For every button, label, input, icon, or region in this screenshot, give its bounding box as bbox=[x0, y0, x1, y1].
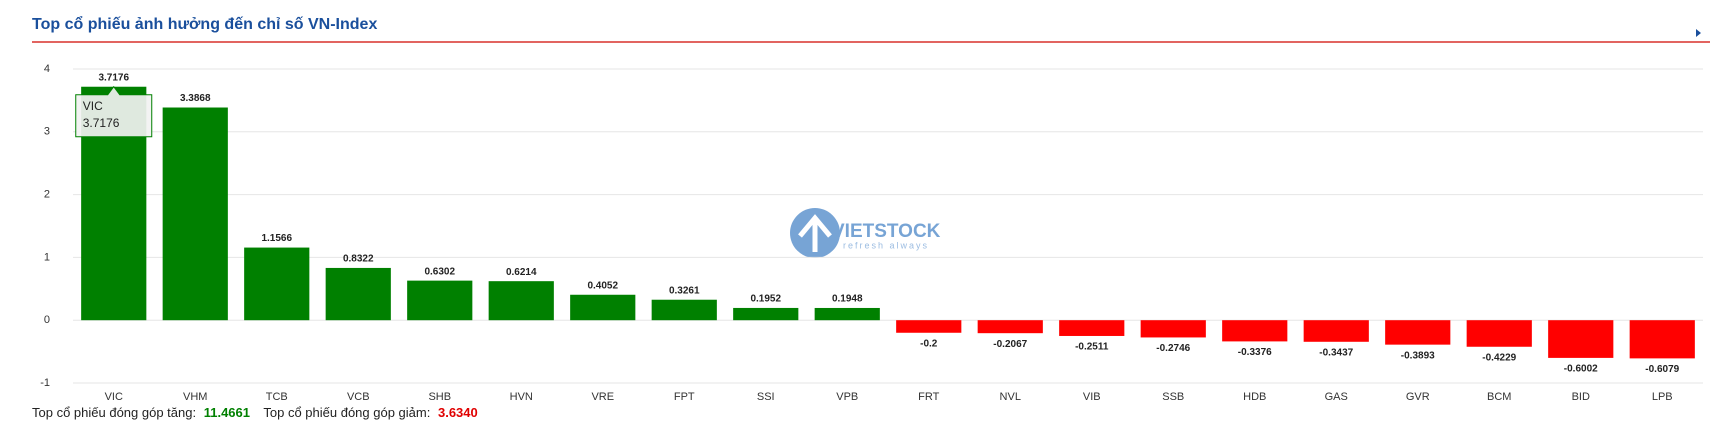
summary-down-label: Top cổ phiếu đóng góp giảm: bbox=[263, 405, 430, 420]
summary-up-value: 11.4661 bbox=[204, 405, 250, 420]
bar bbox=[1466, 320, 1532, 347]
watermark-brand: VIETSTOCK bbox=[832, 221, 941, 242]
y-tick-label: 1 bbox=[44, 251, 50, 263]
bar bbox=[1222, 320, 1288, 342]
x-tick-label: BCM bbox=[1487, 391, 1511, 403]
tooltip-box bbox=[75, 85, 153, 138]
tooltip: VIC 3.7176 bbox=[75, 85, 153, 138]
y-tick-label: 3 bbox=[44, 126, 50, 138]
bar bbox=[1303, 320, 1369, 342]
expand-arrow[interactable] bbox=[1696, 29, 1701, 37]
value-label: -0.2 bbox=[920, 338, 938, 349]
bar bbox=[1548, 320, 1614, 358]
value-label: 0.6214 bbox=[506, 267, 537, 278]
value-label: 0.8322 bbox=[343, 254, 374, 265]
x-tick-label: GAS bbox=[1325, 391, 1348, 403]
value-label: -0.2746 bbox=[1156, 343, 1190, 354]
plot: -1 0 1 2 3 4 VIC 3.7176 VHM 3.3868 TCB 1.1566 VCB 0.8… bbox=[40, 63, 1703, 403]
summary-down-value: 3.6340 bbox=[438, 405, 478, 420]
x-tick-label: BID bbox=[1572, 391, 1590, 403]
x-tick-label: VPB bbox=[836, 391, 858, 403]
bar bbox=[814, 307, 880, 321]
value-label: 0.1952 bbox=[750, 294, 781, 305]
bar bbox=[162, 107, 228, 321]
y-tick-label: 0 bbox=[44, 314, 50, 326]
bar bbox=[407, 280, 473, 321]
value-label: 0.6302 bbox=[424, 266, 455, 277]
x-tick-label: SSI bbox=[757, 391, 775, 403]
bar bbox=[1059, 320, 1125, 336]
bar bbox=[1385, 320, 1451, 345]
x-tick-label: SSB bbox=[1162, 391, 1184, 403]
bar bbox=[977, 320, 1043, 334]
bar bbox=[1629, 320, 1695, 359]
summary-up-label: Top cổ phiếu đóng góp tăng: bbox=[32, 405, 196, 420]
y-tick-label: 4 bbox=[44, 63, 50, 75]
x-tick-label: FRT bbox=[918, 391, 939, 403]
x-tick-label: VHM bbox=[183, 391, 207, 403]
x-tick-label: NVL bbox=[1000, 391, 1021, 403]
value-label: -0.3437 bbox=[1319, 347, 1353, 358]
x-tick-label: TCB bbox=[266, 391, 288, 403]
value-label: 1.1566 bbox=[261, 233, 292, 244]
value-label: 3.7176 bbox=[98, 72, 129, 83]
bar bbox=[488, 281, 554, 321]
x-tick-label: VCB bbox=[347, 391, 370, 403]
x-tick-label: VRE bbox=[591, 391, 614, 403]
value-label: -0.3893 bbox=[1401, 350, 1435, 361]
value-label: 3.3868 bbox=[180, 93, 211, 104]
x-tick-label: LPB bbox=[1652, 391, 1673, 403]
bar bbox=[733, 307, 799, 321]
bar bbox=[570, 294, 636, 321]
y-tick-label: -1 bbox=[40, 377, 50, 389]
value-label: 0.4052 bbox=[587, 280, 618, 291]
value-label: -0.3376 bbox=[1238, 347, 1272, 358]
x-tick-label: HDB bbox=[1243, 391, 1266, 403]
x-tick-label: GVR bbox=[1406, 391, 1430, 403]
value-label: -0.2511 bbox=[1075, 342, 1109, 353]
value-label: 0.3261 bbox=[669, 285, 700, 296]
bar bbox=[651, 299, 717, 321]
tooltip-value: 3.7176 bbox=[83, 116, 120, 130]
bar bbox=[1140, 320, 1206, 338]
value-label: -0.6079 bbox=[1645, 364, 1679, 375]
x-tick-label: HVN bbox=[510, 391, 533, 403]
value-label: 0.1948 bbox=[832, 294, 863, 305]
watermark-slogan: refresh always bbox=[843, 240, 929, 250]
value-label: -0.2067 bbox=[993, 339, 1027, 350]
value-label: -0.6002 bbox=[1564, 364, 1598, 375]
watermark-arrow bbox=[798, 214, 832, 252]
y-tick-label: 2 bbox=[44, 189, 50, 201]
x-tick-label: VIB bbox=[1083, 391, 1101, 403]
value-label: -0.4229 bbox=[1482, 352, 1516, 363]
watermark: VIETSTOCK refresh always bbox=[790, 208, 941, 258]
summary: Top cổ phiếu đóng góp tăng: 11.4661 Top … bbox=[32, 405, 478, 420]
bar bbox=[325, 267, 391, 321]
x-tick-label: FPT bbox=[674, 391, 695, 403]
x-tick-label: VIC bbox=[105, 391, 123, 403]
chart-title: Top cổ phiếu ảnh hưởng đến chỉ số VN-Ind… bbox=[32, 15, 377, 33]
bar bbox=[896, 320, 962, 333]
bar bbox=[244, 247, 310, 321]
tooltip-category: VIC bbox=[83, 99, 103, 113]
x-tick-label: SHB bbox=[428, 391, 451, 403]
